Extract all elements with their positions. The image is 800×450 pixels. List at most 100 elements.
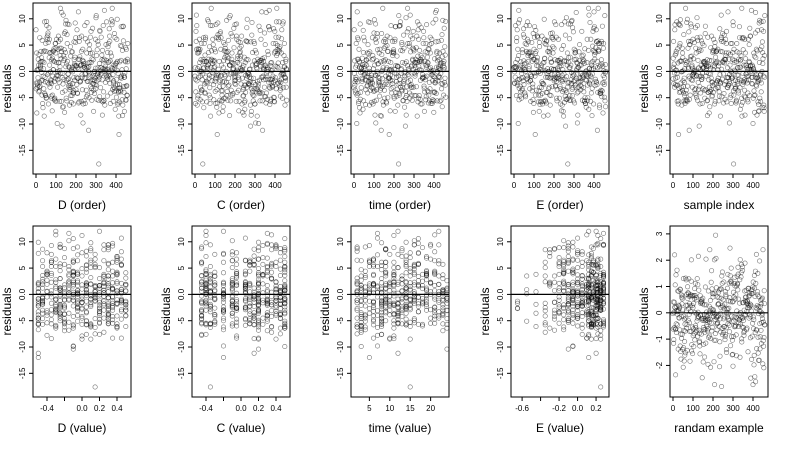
data-point [575, 250, 581, 256]
data-point [366, 243, 372, 249]
data-point [50, 92, 56, 98]
data-point [749, 356, 755, 362]
data-point [700, 86, 706, 92]
data-point [231, 60, 237, 66]
x-axis-label: C (value) [217, 421, 266, 435]
data-point [105, 44, 111, 50]
data-point [228, 30, 234, 36]
data-point [74, 82, 80, 88]
data-point [718, 12, 724, 18]
x-tick-label: 100 [49, 181, 63, 190]
data-point [688, 24, 694, 30]
data-point [258, 36, 264, 42]
data-point [97, 228, 103, 234]
data-point [204, 80, 210, 86]
data-point [282, 285, 288, 291]
data-point [719, 269, 725, 275]
data-point [515, 121, 521, 127]
data-point [269, 269, 275, 275]
data-point [387, 307, 393, 313]
data-point [403, 306, 409, 312]
data-point [247, 289, 253, 295]
data-point [403, 280, 409, 286]
data-point [379, 298, 385, 304]
data-point [251, 93, 257, 99]
data-point [533, 271, 539, 277]
data-point [277, 44, 283, 50]
data-point [101, 329, 107, 335]
data-point [513, 93, 519, 99]
y-axis-label: residuals [478, 287, 492, 335]
data-point [269, 262, 275, 268]
data-point [35, 303, 41, 309]
data-point [35, 281, 41, 287]
data-point [727, 95, 733, 101]
data-point [118, 235, 124, 241]
x-axis-label: E (order) [536, 198, 583, 212]
data-point [242, 285, 248, 291]
data-point [696, 123, 702, 129]
data-point [600, 45, 606, 51]
data-point [88, 302, 94, 308]
data-point [248, 108, 254, 114]
data-point [212, 312, 218, 318]
data-point [395, 73, 401, 79]
data-point [70, 325, 76, 331]
data-point [529, 39, 535, 45]
data-point [565, 240, 571, 246]
data-point [391, 325, 397, 331]
x-tick-label: 200 [547, 181, 561, 190]
data-point [265, 48, 271, 54]
data-point [209, 23, 215, 29]
data-point [594, 82, 600, 88]
data-point [255, 279, 261, 285]
data-point [681, 90, 687, 96]
data-point [751, 53, 757, 59]
data-point [581, 89, 587, 95]
data-point [207, 95, 213, 101]
data-point [53, 256, 59, 262]
data-point [357, 96, 363, 102]
data-point [242, 106, 248, 112]
data-point [41, 113, 47, 119]
data-point [365, 42, 371, 48]
data-point [550, 44, 556, 50]
data-point [722, 96, 728, 102]
data-point [421, 108, 427, 114]
data-point [375, 47, 381, 53]
data-point [221, 327, 227, 333]
data-point [403, 301, 409, 307]
data-point [579, 53, 585, 59]
data-point [600, 63, 606, 69]
data-point [688, 21, 694, 27]
data-point [720, 30, 726, 36]
data-point [421, 35, 427, 41]
data-point [358, 85, 364, 91]
data-point [694, 23, 700, 29]
data-point [73, 35, 79, 41]
data-points [670, 232, 768, 389]
data-point [428, 279, 434, 285]
data-point [590, 28, 596, 34]
data-point [121, 108, 127, 114]
data-point [79, 296, 85, 302]
data-point [733, 100, 739, 106]
data-points [670, 5, 768, 167]
data-point [70, 281, 76, 287]
data-point [673, 48, 679, 54]
data-point [734, 40, 740, 46]
data-point [586, 252, 592, 258]
data-point [86, 127, 92, 133]
data-point [761, 102, 767, 108]
data-point [278, 50, 284, 56]
data-point [724, 285, 730, 291]
data-point [374, 312, 380, 318]
data-point [383, 263, 389, 269]
data-point [721, 91, 727, 97]
data-point [526, 64, 532, 70]
data-point [199, 331, 205, 337]
data-point [259, 98, 265, 104]
data-point [105, 267, 111, 273]
data-point [379, 280, 385, 286]
data-point [266, 84, 272, 90]
